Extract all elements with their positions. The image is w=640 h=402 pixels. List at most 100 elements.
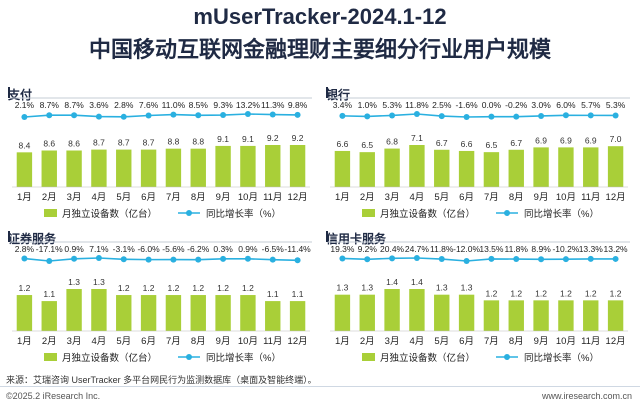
- bar: [583, 300, 599, 331]
- growth-point: [538, 256, 545, 263]
- x-tick-label: 12月: [288, 192, 308, 203]
- bar-label: 1.2: [610, 288, 622, 298]
- bar: [359, 152, 375, 187]
- x-tick-label: 9月: [534, 192, 549, 203]
- growth-label: 5.7%: [581, 100, 601, 110]
- growth-point: [339, 255, 346, 262]
- x-tick-label: 3月: [385, 336, 400, 347]
- growth-label: 8.7%: [64, 100, 84, 110]
- x-tick-label: 1月: [17, 192, 32, 203]
- bar: [289, 145, 306, 187]
- bar-label: 8.8: [192, 137, 204, 147]
- legend-line-marker: [186, 354, 192, 360]
- growth-point: [145, 112, 152, 119]
- x-tick-label: 11月: [263, 336, 282, 347]
- growth-point: [46, 112, 53, 119]
- growth-label: -3.1%: [113, 244, 136, 254]
- bar: [165, 295, 182, 331]
- bar: [116, 149, 132, 187]
- growth-point: [438, 256, 445, 263]
- x-tick-label: 8月: [509, 336, 524, 347]
- bar-label: 1.2: [143, 283, 155, 293]
- x-tick-label: 12月: [288, 336, 308, 347]
- growth-point: [463, 258, 470, 264]
- chart-panel-credit-card: 信用卡服务 1.3 1月 1.3 2月 1.4 3月 1.4 4月 1.3 5月 1.3 6月 1.2 7…: [326, 230, 632, 370]
- bar-label: 1.3: [68, 277, 80, 287]
- bar-label: 9.1: [217, 134, 229, 144]
- growth-label: 0.9%: [64, 244, 84, 254]
- bar: [16, 295, 33, 331]
- bar: [140, 149, 157, 187]
- bar: [508, 149, 524, 187]
- growth-point: [220, 255, 227, 262]
- x-tick-label: 2月: [360, 336, 375, 347]
- x-tick-label: 10月: [556, 336, 576, 347]
- x-tick-label: 3月: [385, 192, 400, 203]
- x-tick-label: 7月: [166, 192, 181, 203]
- bar: [66, 150, 82, 187]
- bar: [116, 295, 132, 331]
- bar: [91, 289, 107, 331]
- x-tick-label: 12月: [606, 192, 626, 203]
- bar: [140, 295, 157, 331]
- growth-label: 11.0%: [162, 100, 186, 110]
- x-tick-label: 9月: [534, 336, 549, 347]
- x-tick-label: 8月: [191, 192, 206, 203]
- growth-point: [170, 256, 177, 263]
- growth-point: [488, 255, 495, 262]
- bar-label: 8.7: [143, 138, 155, 148]
- legend-line-marker: [504, 354, 510, 360]
- bar-label: 1.2: [560, 288, 572, 298]
- chart-panel-bank: 银行 6.6 1月 6.5 2月 6.8 3月 7.1 4月 6.7 5月 6.6 6月 6.5 7月 6.…: [326, 86, 632, 226]
- legend-bar-swatch: [44, 209, 57, 217]
- growth-line: [342, 257, 616, 262]
- bar: [190, 148, 206, 187]
- bar-label: 6.5: [361, 140, 373, 150]
- growth-label: 2.5%: [432, 100, 452, 110]
- growth-point: [538, 112, 545, 119]
- growth-label: 2.8%: [15, 244, 35, 254]
- bar-label: 1.2: [168, 283, 180, 293]
- bar: [16, 152, 33, 187]
- growth-label: 7.1%: [89, 244, 109, 254]
- growth-point: [71, 112, 78, 119]
- bar-label: 6.9: [585, 135, 597, 145]
- growth-label: 9.3%: [213, 100, 233, 110]
- growth-point: [562, 112, 569, 119]
- x-tick-label: 5月: [116, 192, 131, 203]
- bar: [607, 300, 624, 331]
- bar: [359, 294, 375, 331]
- growth-label: -12.0%: [453, 244, 480, 254]
- legend-bar-label: 月独立设备数（亿台）: [380, 208, 475, 220]
- x-tick-label: 2月: [42, 192, 57, 203]
- chart-svg: 1.2 1月 1.1 2月 1.3 3月 1.3 4月 1.2 5月 1.2 6月 1.2 7月 1.2 8月…: [8, 231, 312, 364]
- growth-label: 5.3%: [606, 100, 626, 110]
- growth-line: [24, 113, 298, 118]
- growth-point: [195, 256, 202, 263]
- x-tick-label: 6月: [141, 336, 156, 347]
- footer-divider: [0, 386, 640, 387]
- growth-label: 19.3%: [330, 244, 355, 254]
- bar-label: 6.7: [436, 138, 448, 148]
- growth-label: -6.2%: [187, 244, 210, 254]
- bar-label: 1.2: [510, 288, 522, 298]
- bar-label: 6.8: [386, 137, 398, 147]
- growth-point: [389, 255, 396, 262]
- x-tick-label: 6月: [459, 192, 474, 203]
- x-tick-label: 2月: [360, 192, 375, 203]
- legend-bar-label: 月独立设备数（亿台）: [62, 352, 157, 364]
- bar-label: 1.2: [242, 283, 254, 293]
- bar-label: 1.4: [411, 277, 423, 287]
- bar: [91, 149, 107, 187]
- growth-point: [438, 113, 445, 120]
- growth-point: [364, 256, 371, 263]
- growth-label: -6.5%: [262, 244, 285, 254]
- panel-title-marker: [8, 87, 10, 98]
- growth-label: 3.6%: [89, 100, 109, 110]
- bar-label: 6.7: [510, 138, 522, 148]
- bar: [483, 152, 500, 187]
- growth-point: [294, 257, 301, 264]
- bar-label: 8.6: [68, 139, 80, 149]
- growth-label: 11.8%: [405, 100, 429, 110]
- x-tick-label: 11月: [581, 336, 600, 347]
